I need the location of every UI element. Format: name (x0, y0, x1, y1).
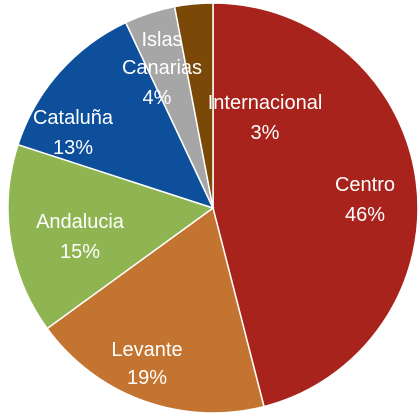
pie-slice (7, 143, 215, 330)
slice-label: Cataluña (32, 107, 114, 129)
slice-label: Islas Canarias (121, 29, 203, 79)
value-label: 4% (142, 87, 172, 109)
value-label: 46% (344, 204, 386, 226)
pie-slice (173, 2, 214, 209)
pie-slice (46, 206, 265, 414)
pie-slice (212, 2, 419, 408)
value-label: 15% (59, 241, 101, 263)
slice-label: Internacional (207, 92, 323, 114)
value-label: 13% (52, 137, 94, 159)
value-label: 19% (126, 367, 168, 389)
value-label: 3% (250, 122, 280, 144)
slice-label: Centro (334, 174, 396, 196)
slice-label: Andalucia (36, 211, 124, 233)
pie-slice (17, 21, 215, 210)
slice-label: Levante (111, 339, 183, 361)
